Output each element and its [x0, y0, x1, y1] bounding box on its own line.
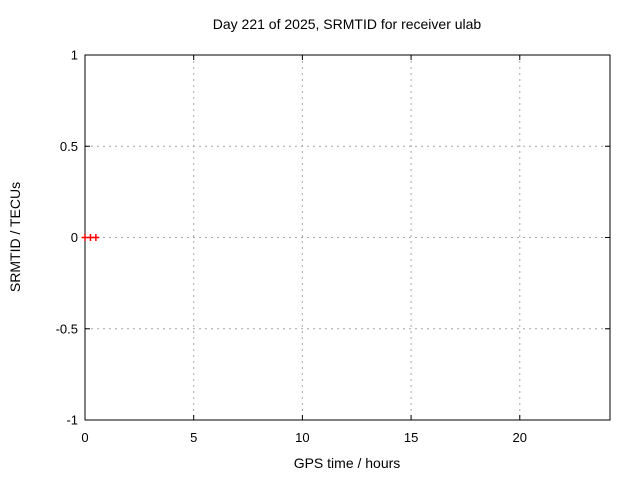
data-point-marker [92, 234, 100, 241]
y-tick-label: 1 [71, 48, 78, 63]
x-tick-label: 5 [190, 430, 197, 445]
y-tick-label: 0.5 [60, 139, 78, 154]
chart-title: Day 221 of 2025, SRMTID for receiver ula… [213, 16, 482, 32]
y-tick-label: 0 [71, 230, 78, 245]
x-tick-label: 0 [81, 430, 88, 445]
plot-content: 0 5 10 15 20 -1 -0.5 0 0.5 1 [56, 48, 611, 445]
y-tick-label: -0.5 [56, 321, 78, 336]
x-tick-label: 15 [404, 430, 418, 445]
y-axis-label: SRMTID / TECUs [7, 182, 23, 292]
y-tick-label: -1 [66, 413, 78, 428]
x-axis-label: GPS time / hours [294, 455, 401, 471]
x-tick-label: 10 [295, 430, 309, 445]
x-tick-label: 20 [513, 430, 527, 445]
